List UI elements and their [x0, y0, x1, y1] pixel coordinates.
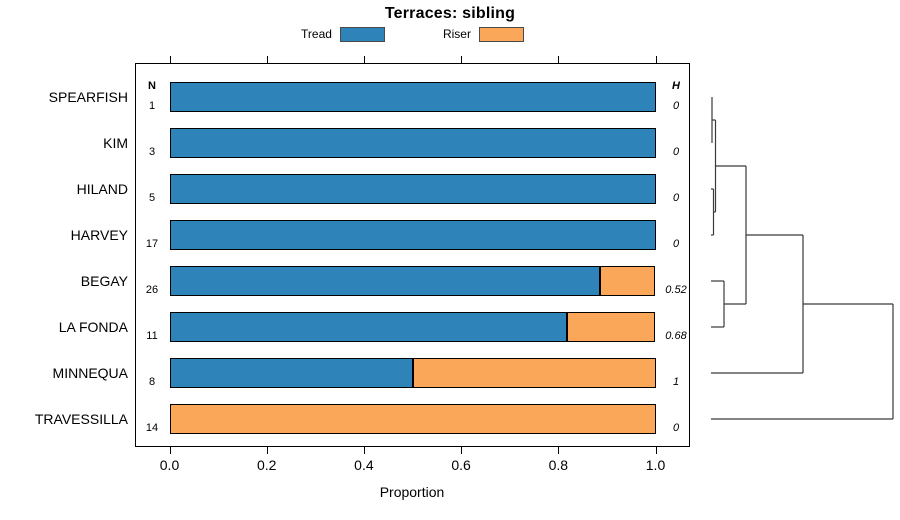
- riser-segment: [169, 404, 656, 434]
- category-label: KIM: [103, 135, 128, 151]
- n-column-header: N: [148, 80, 156, 92]
- tread-segment: [169, 266, 600, 296]
- x-tick-top: [363, 56, 365, 63]
- n-value: 11: [146, 330, 158, 342]
- x-tick-bottom: [266, 447, 268, 454]
- x-tick-bottom: [363, 447, 365, 454]
- x-tick-label: 0.4: [354, 457, 374, 473]
- chart-title: Terraces: sibling: [384, 5, 516, 22]
- x-tick-label: 1.0: [645, 457, 666, 473]
- h-value: 0.68: [665, 330, 687, 342]
- x-tick-bottom: [461, 447, 463, 454]
- n-value: 17: [145, 238, 159, 250]
- legend-item-tread: Tread: [301, 26, 385, 42]
- riser-segment: [412, 358, 656, 388]
- x-tick-label: 0.0: [159, 457, 180, 473]
- x-tick-top: [266, 56, 268, 63]
- category-label: MINNEQUA: [52, 365, 128, 381]
- x-tick-top: [655, 56, 657, 63]
- tread-segment: [169, 128, 656, 158]
- bar-row: [169, 266, 656, 296]
- category-label: BEGAY: [80, 273, 128, 289]
- x-tick-label: 0.2: [256, 457, 277, 473]
- category-label: HARVEY: [70, 227, 128, 243]
- n-value: 5: [148, 192, 156, 204]
- x-tick-bottom: [169, 447, 171, 454]
- h-column-header: H: [672, 80, 680, 92]
- riser-segment: [599, 266, 656, 296]
- h-value: 0: [672, 146, 680, 158]
- legend-label-riser: Riser: [442, 27, 471, 41]
- bar-row: [169, 128, 656, 158]
- bar-row: [169, 174, 656, 204]
- h-value: 0: [672, 100, 680, 112]
- category-label: LA FONDA: [58, 319, 128, 335]
- x-tick-label: 0.6: [451, 457, 471, 473]
- tread-segment: [169, 82, 656, 112]
- bar-row: [169, 220, 656, 250]
- x-tick-top: [461, 56, 463, 63]
- category-label: SPEARFISH: [48, 89, 128, 105]
- x-axis-title: Proportion: [379, 484, 445, 500]
- h-value: 1: [672, 376, 680, 388]
- legend-item-riser: Riser: [442, 26, 524, 42]
- bar-row: [169, 358, 656, 388]
- bar-row: [169, 404, 656, 434]
- tread-segment: [169, 358, 413, 388]
- tread-segment: [169, 174, 656, 204]
- x-tick-label: 0.8: [548, 457, 569, 473]
- n-value: 1: [148, 100, 156, 112]
- category-label: HILAND: [76, 181, 128, 197]
- legend-swatch-tread: [339, 26, 385, 42]
- x-tick-top: [169, 56, 171, 63]
- h-value: 0: [672, 238, 680, 250]
- tread-segment: [169, 220, 656, 250]
- legend-swatch-riser: [478, 26, 524, 42]
- bar-row: [169, 312, 656, 342]
- n-value: 14: [145, 422, 159, 434]
- x-tick-top: [558, 56, 560, 63]
- bar-row: [169, 82, 656, 112]
- h-value: 0: [672, 422, 680, 434]
- riser-segment: [567, 312, 656, 342]
- x-tick-bottom: [558, 447, 560, 454]
- n-value: 3: [148, 146, 156, 158]
- h-value: 0.52: [665, 284, 687, 296]
- n-value: 8: [148, 376, 156, 388]
- n-value: 26: [145, 284, 159, 296]
- legend: Tread Riser: [135, 25, 690, 43]
- h-value: 0: [672, 192, 680, 204]
- tread-segment: [169, 312, 568, 342]
- category-label: TRAVESSILLA: [34, 411, 128, 427]
- x-tick-bottom: [655, 447, 657, 454]
- plot-panel: [135, 63, 690, 447]
- legend-label-tread: Tread: [301, 27, 332, 41]
